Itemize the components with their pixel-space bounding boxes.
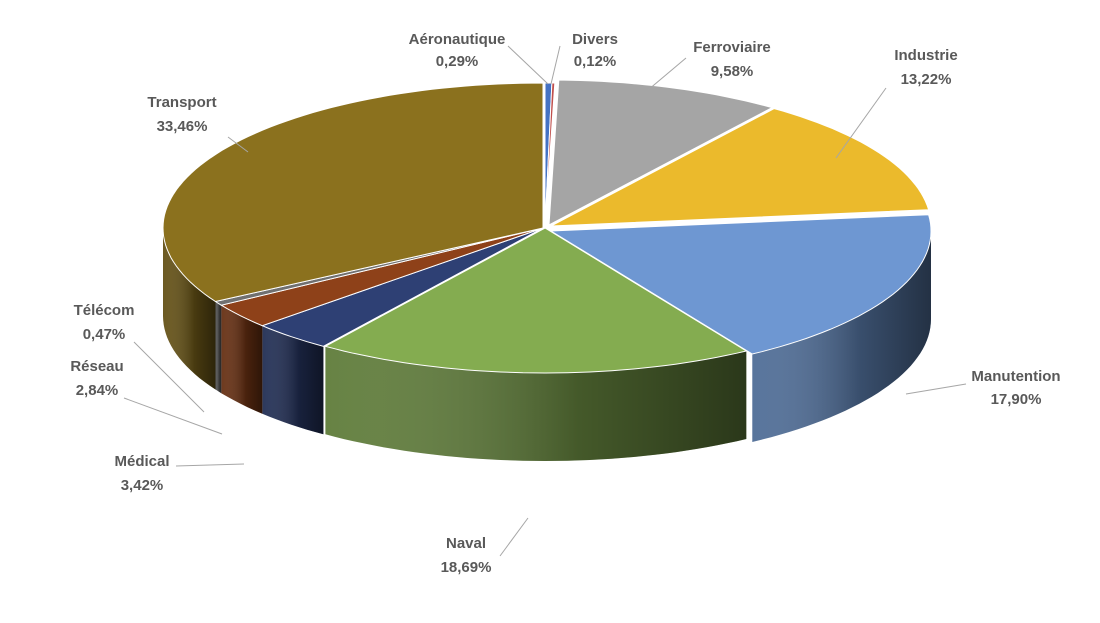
pie-slice-ferroviaire xyxy=(548,79,774,226)
data-label-value: 2,84% xyxy=(76,382,119,399)
pie-side-shade xyxy=(215,301,222,394)
data-label-name: Transport xyxy=(147,94,216,111)
data-labels: Aéronautique 0,29% Divers 0,12% Ferroviaire 9… xyxy=(70,31,1060,576)
pie-slice-naval xyxy=(324,227,748,374)
data-label-name: Divers xyxy=(572,31,618,48)
data-label-name: Médical xyxy=(114,453,169,470)
leader-line-transport xyxy=(227,136,249,153)
pie-slice-divers xyxy=(544,82,556,229)
data-label-value: 13,22% xyxy=(901,71,952,88)
pie-sides xyxy=(163,228,931,461)
leader-line-réseau xyxy=(123,397,223,435)
data-label-value: 0,12% xyxy=(574,53,617,70)
leader-line-industrie xyxy=(835,87,887,159)
leader-line-ferroviaire xyxy=(647,57,687,91)
pie-slice-transport xyxy=(162,82,544,303)
leader-line-divers xyxy=(550,45,561,85)
leader-lines xyxy=(123,45,967,557)
pie-side-shade xyxy=(221,305,263,414)
pie-slice-industrie xyxy=(550,108,930,227)
pie-slice-médical xyxy=(260,227,544,347)
data-label-name: Naval xyxy=(446,535,486,552)
pie-slice-manutention xyxy=(549,214,932,355)
data-label-name: Télécom xyxy=(74,302,135,319)
pie-side-shade xyxy=(262,325,324,435)
leader-line-aéronautique xyxy=(507,45,549,85)
data-label-value: 0,47% xyxy=(83,326,126,343)
data-label-value: 0,29% xyxy=(436,53,479,70)
data-label-value: 33,46% xyxy=(157,118,208,135)
data-label-name: Industrie xyxy=(894,47,957,64)
pie-side-shade xyxy=(752,231,931,442)
leader-line-manutention xyxy=(905,383,967,395)
pie-slice-réseau xyxy=(219,227,544,327)
data-label-name: Manutention xyxy=(971,368,1060,385)
data-label-name: Réseau xyxy=(70,358,123,375)
data-label-value: 9,58% xyxy=(711,63,754,80)
data-label-value: 17,90% xyxy=(991,391,1042,408)
data-label-value: 18,69% xyxy=(441,559,492,576)
leader-line-télécom xyxy=(133,341,205,413)
data-label-name: Ferroviaire xyxy=(693,39,771,56)
data-label-name: Aéronautique xyxy=(409,31,506,48)
leader-line-médical xyxy=(175,463,245,467)
pie-side-shade xyxy=(325,346,747,461)
pie-side-shade xyxy=(163,228,216,390)
pie-tops xyxy=(162,79,932,374)
data-label-value: 3,42% xyxy=(121,477,164,494)
leader-line-naval xyxy=(499,517,529,557)
